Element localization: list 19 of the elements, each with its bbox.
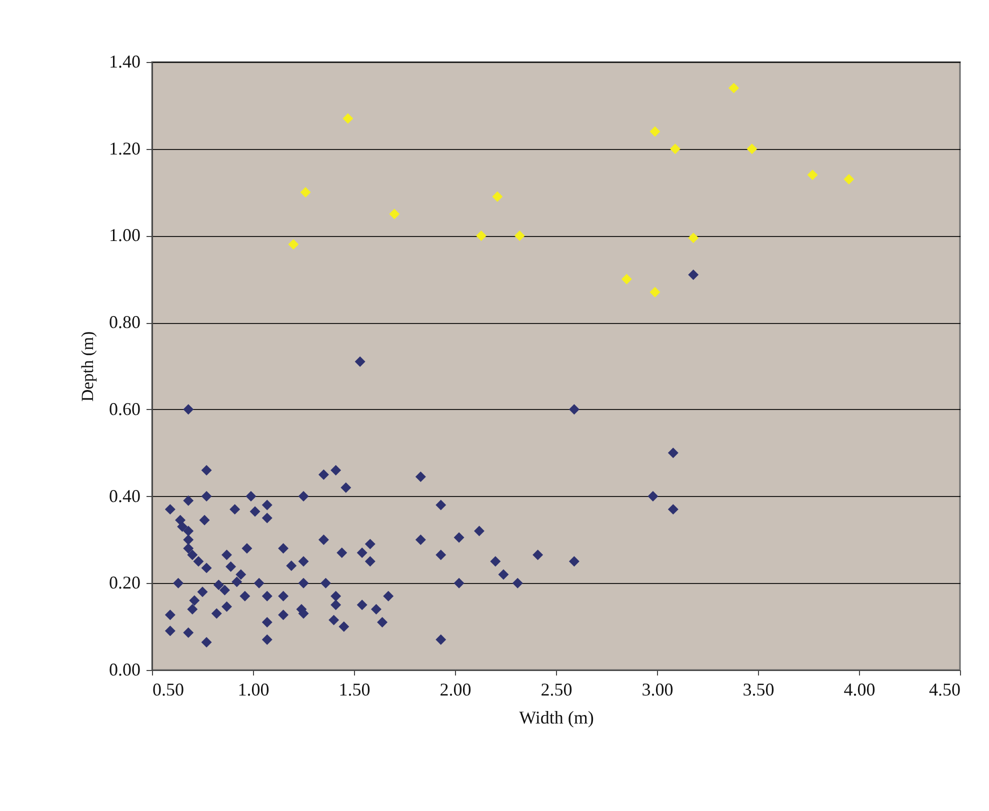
y-tick-label: 0.40	[109, 486, 140, 506]
x-tick-label: 4.50	[929, 680, 960, 700]
x-tick-label: 1.50	[338, 680, 370, 700]
x-axis-title: Width (m)	[519, 708, 594, 728]
y-tick-label: 1.00	[109, 225, 140, 246]
x-tick-label: 1.00	[238, 680, 270, 700]
y-tick-label: 0.60	[109, 398, 140, 419]
y-tick-label: 1.40	[109, 52, 140, 72]
y-tick-label: 0.00	[109, 660, 140, 680]
y-tick-label: 1.20	[109, 138, 140, 158]
x-tick-label: 2.00	[440, 680, 472, 700]
x-tick-label: 3.50	[742, 680, 774, 700]
x-tick-label: 4.00	[844, 680, 876, 700]
x-tick-label: 0.50	[152, 680, 184, 700]
x-tick-label: 3.00	[642, 680, 674, 700]
y-axis-title: Depth (m)	[78, 331, 97, 402]
y-tick-label: 0.80	[109, 312, 140, 332]
y-tick-label: 0.20	[109, 572, 140, 593]
x-tick-label: 2.50	[540, 680, 572, 700]
